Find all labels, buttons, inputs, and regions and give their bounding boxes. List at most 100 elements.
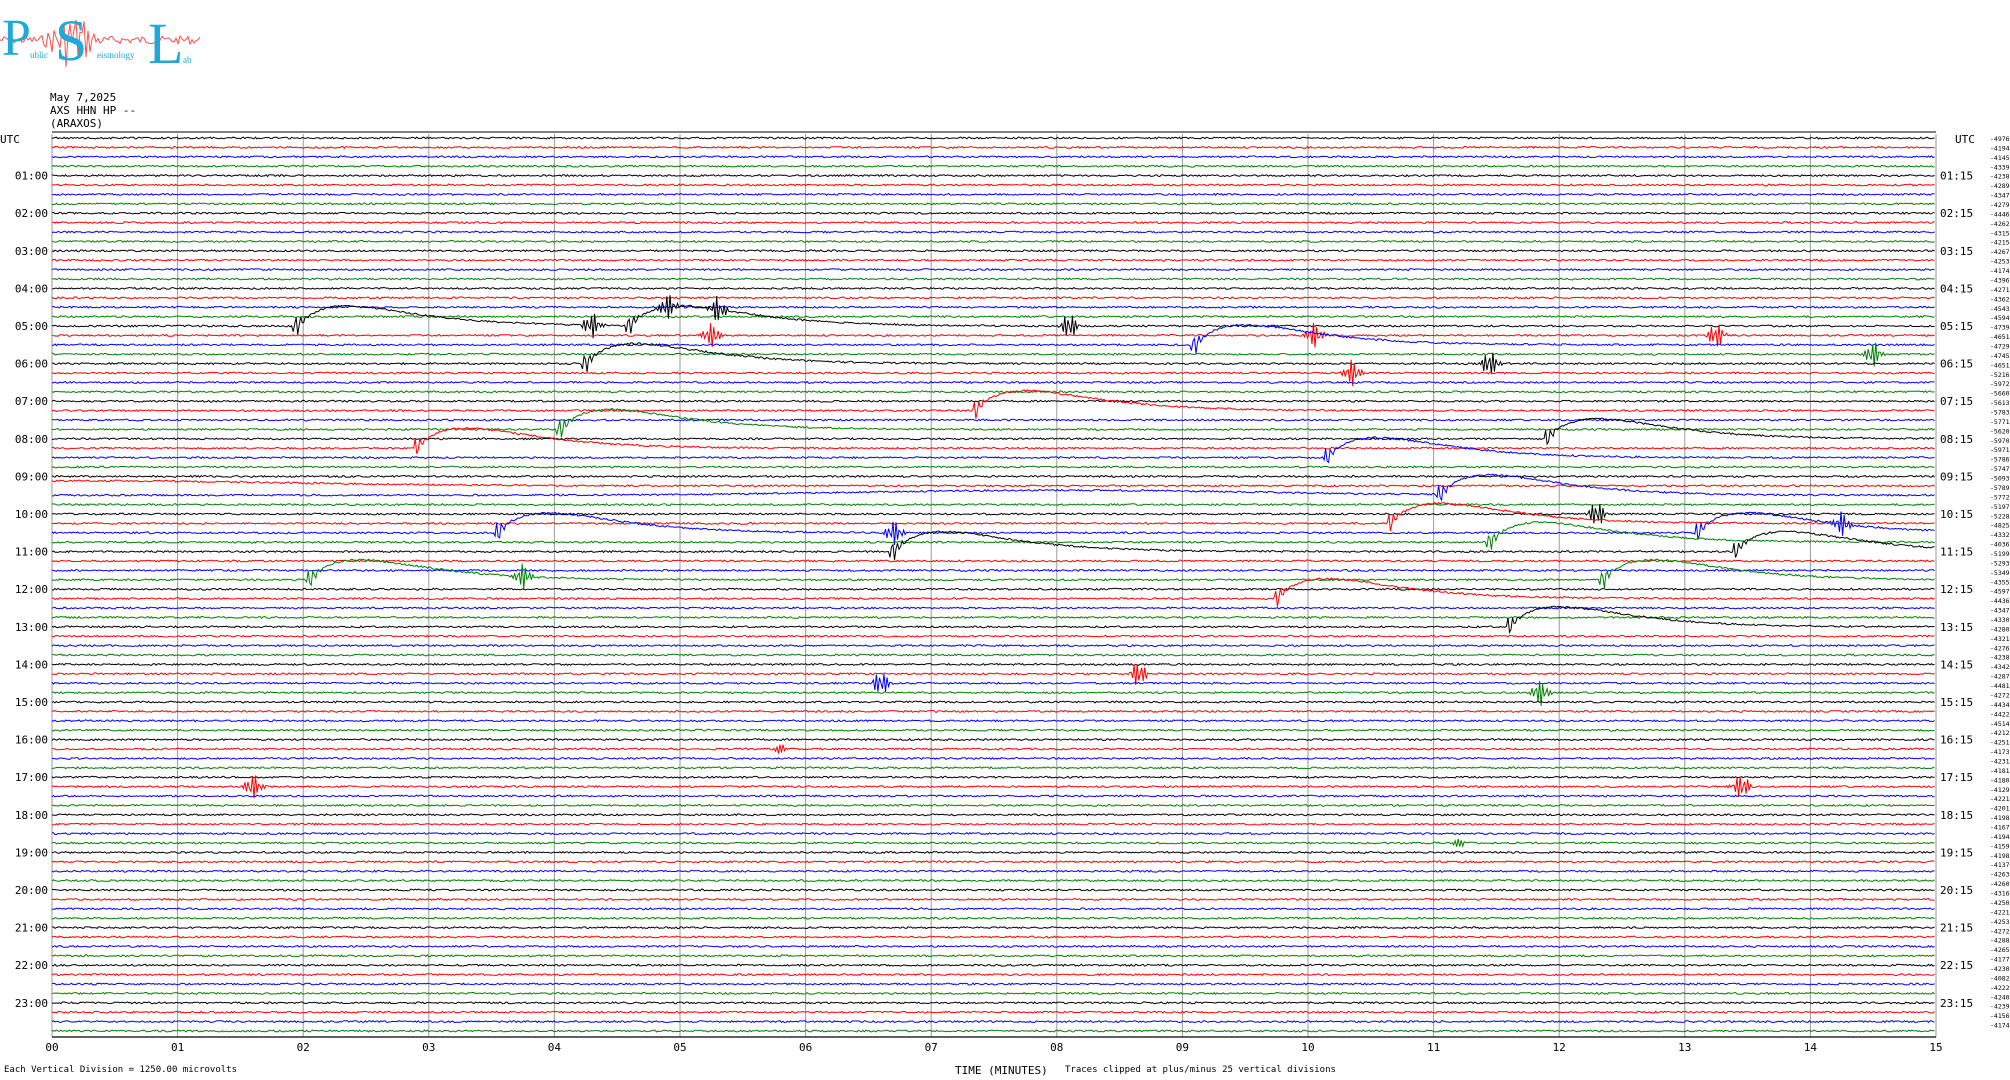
trace-offset-value: -4239 (1990, 1003, 2010, 1011)
hour-label-right: 19:15 (1940, 846, 1973, 859)
trace-line (51, 559, 1935, 563)
trace-offset-value: -4280 (1990, 625, 2010, 633)
trace-line (51, 615, 1935, 620)
x-tick-label: 02 (297, 1041, 310, 1054)
trace-offset-value: -4446 (1990, 210, 2010, 218)
trace-offset-value: -5093 (1990, 475, 2010, 483)
hour-label-right: 21:15 (1940, 922, 1973, 935)
trace-line (51, 700, 1935, 704)
hour-label-left: 09:00 (15, 470, 48, 483)
trace-line (51, 605, 1935, 635)
trace-line (51, 831, 1935, 836)
trace-line (51, 267, 1935, 272)
hour-label-right: 08:15 (1940, 433, 1973, 446)
trace-offset-value: -4976 (1990, 135, 2010, 143)
hour-label-right: 02:15 (1940, 207, 1973, 220)
trace-offset-value: -4159 (1990, 842, 2010, 850)
trace-line (51, 935, 1935, 939)
record-date: May 7,2025 (50, 91, 117, 104)
trace-offset-value: -4036 (1990, 541, 2010, 549)
hour-label-left: 16:00 (15, 734, 48, 747)
trace-offset-value: -4739 (1990, 324, 2010, 332)
hour-label-left: 06:00 (15, 358, 48, 371)
trace-line (51, 164, 1935, 168)
trace-offset-value: -4289 (1990, 182, 2010, 190)
trace-offset-value: -4745 (1990, 352, 2010, 360)
trace-line (51, 680, 1935, 706)
trace-offset-value: -4198 (1990, 814, 2010, 822)
trace-offset-value: -4651 (1990, 333, 2010, 341)
trace-line (51, 502, 1935, 507)
x-tick-label: 04 (548, 1041, 562, 1054)
trace-offset-value: -4177 (1990, 956, 2010, 964)
trace-line (51, 838, 1935, 848)
trace-line (51, 359, 1935, 387)
hour-label-left: 02:00 (15, 207, 48, 220)
trace-offset-value: -4221 (1990, 795, 2010, 803)
hour-label-right: 17:15 (1940, 771, 1973, 784)
hour-label-right: 12:15 (1940, 583, 1973, 596)
trace-offset-value: -5970 (1990, 437, 2010, 445)
trace-line (51, 1029, 1935, 1033)
trace-line (51, 744, 1935, 754)
trace-offset-value: -5660 (1990, 390, 2010, 398)
trace-line (51, 295, 1935, 339)
x-tick-label: 11 (1427, 1041, 1440, 1054)
axes-labels: UTC UTC 01:00 02:00 03:00 04:00 05:00 06:00 07:0… (0, 133, 2010, 1054)
trace-line (51, 220, 1935, 225)
trace-offset-value: -5216 (1990, 371, 2010, 379)
trace-line (51, 380, 1935, 385)
trace-offset-value: -4396 (1990, 276, 2010, 284)
trace-line (52, 504, 1935, 524)
trace-line (51, 479, 1935, 488)
trace-line (51, 813, 1935, 817)
trace-line (51, 390, 1935, 394)
hour-label-right: 23:15 (1940, 997, 1973, 1010)
x-tick-label: 10 (1301, 1041, 1314, 1054)
trace-line (51, 888, 1935, 892)
trace-line (51, 389, 1935, 419)
hour-label-right: 20:15 (1940, 884, 1973, 897)
trace-offset-value: -4167 (1990, 824, 2010, 832)
trace-offset-value: -4180 (1990, 776, 2010, 784)
trace-line (51, 202, 1935, 206)
hour-label-left: 05:00 (15, 320, 48, 333)
trace-offset-value: -4321 (1990, 635, 2010, 643)
trace-line (51, 634, 1935, 638)
trace-line (51, 322, 1935, 348)
trace-line (51, 775, 1935, 779)
trace-offset-value: -4422 (1990, 710, 2010, 718)
trace-line (51, 963, 1935, 967)
x-tick-label: 08 (1050, 1041, 1063, 1054)
trace-offset-value: -4253 (1990, 918, 2010, 926)
channel-code: AXS HHN HP -- (50, 104, 137, 117)
trace-line (51, 136, 1935, 140)
trace-line (51, 323, 1935, 354)
trace-line (51, 399, 1935, 403)
trace-line (51, 878, 1935, 883)
trace-offset-value: -5772 (1990, 493, 2010, 501)
trace-offset-value: -4342 (1990, 663, 2010, 671)
trace-offset-value: -4137 (1990, 861, 2010, 869)
trace-offset-value: -4156 (1990, 1012, 2010, 1020)
minute-gridlines (51, 131, 1937, 1038)
psl-logo: P S L ublic eismology ab (0, 8, 201, 75)
logo-letter-l: L (148, 11, 183, 75)
trace-line (51, 794, 1935, 798)
trace-line (51, 1010, 1935, 1014)
trace-line (51, 925, 1935, 930)
trace-line (51, 719, 1935, 723)
x-tick-label: 03 (422, 1041, 435, 1054)
trace-offset-value: -5613 (1990, 399, 2010, 407)
trace-line (51, 473, 1935, 502)
x-tick-label: 01 (171, 1041, 184, 1054)
trace-line (52, 907, 1935, 911)
trace-offset-value: -4436 (1990, 597, 2010, 605)
trace-offset-value: -4230 (1990, 965, 2010, 973)
trace-offset-value: -4212 (1990, 729, 2010, 737)
trace-line (51, 465, 1935, 469)
trace-offset-value: -4238 (1990, 173, 2010, 181)
trace-line (51, 991, 1935, 996)
hour-label-left: 01:00 (15, 170, 48, 183)
hour-label-right: 03:15 (1940, 245, 1973, 258)
